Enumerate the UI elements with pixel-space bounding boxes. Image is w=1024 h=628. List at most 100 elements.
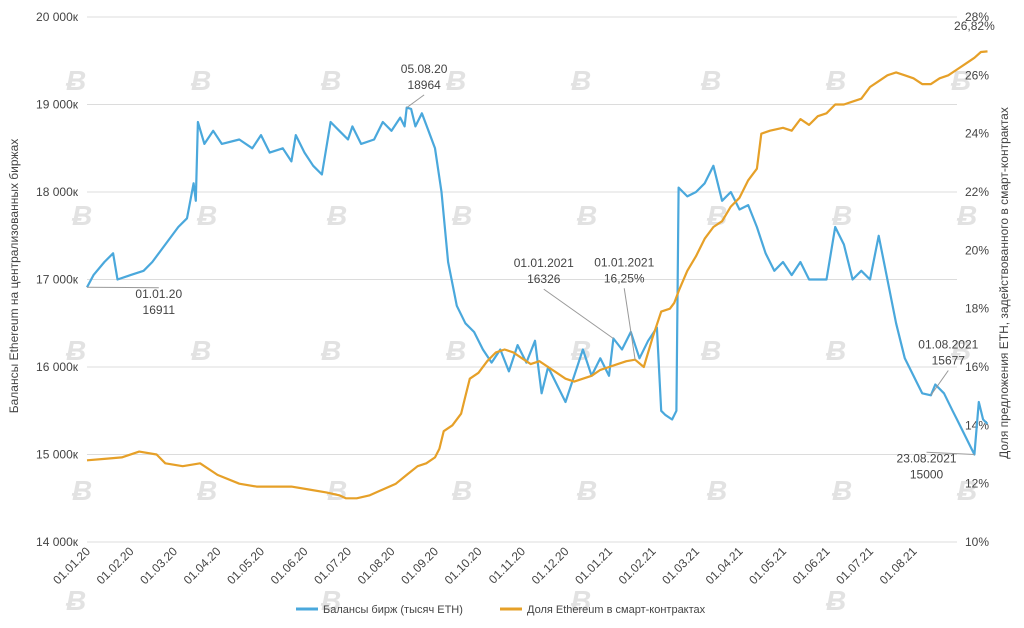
watermark-glyph: Ƀ [700, 65, 721, 96]
y-left-tick-label: 18 000к [36, 185, 79, 199]
watermark-glyph: Ƀ [326, 200, 347, 231]
watermark-glyph: Ƀ [190, 335, 211, 366]
x-tick-label: 01.01.21 [572, 544, 615, 587]
y-right-tick-label: 24% [965, 127, 989, 141]
watermark-glyph: Ƀ [65, 585, 86, 616]
x-tick-label: 01.07.20 [311, 544, 354, 587]
legend: Балансы бирж (тысяч ETH) Доля Ethereum в… [296, 604, 706, 616]
x-tick-label: 01.02.21 [616, 544, 659, 587]
legend-label-exchange: Балансы бирж (тысяч ETH) [323, 604, 463, 616]
annotation-label: 16326 [527, 272, 561, 286]
y-left-tick-label: 17 000к [36, 273, 79, 287]
watermark-glyph: Ƀ [451, 200, 472, 231]
annotations: 01.01.20 16911 05.08.20 18964 01.01.2021 1632… [86, 19, 995, 481]
y-axis-left-title: Балансы Ethereum на централизованных бир… [7, 139, 21, 414]
x-tick-label: 01.09.20 [398, 544, 441, 587]
watermark-glyph: Ƀ [950, 65, 971, 96]
watermark-glyph: Ƀ [570, 65, 591, 96]
x-axis: 01.01.20 01.02.20 01.03.20 01.04.20 01.05.20… [50, 544, 920, 587]
x-tick-label: 01.05.21 [746, 544, 789, 587]
annotation-leader [930, 370, 949, 396]
watermark-glyph: Ƀ [576, 200, 597, 231]
legend-label-contracts: Доля Ethereum в смарт-контрактах [527, 604, 706, 616]
x-tick-label: 01.03.20 [137, 544, 180, 587]
watermark-glyph: Ƀ [950, 335, 971, 366]
y-left-tick-label: 19 000к [36, 98, 79, 112]
x-tick-label: 01.06.20 [268, 544, 311, 587]
x-tick-label: 01.03.21 [659, 544, 702, 587]
x-tick-label: 01.10.20 [442, 544, 485, 587]
annotation-label: 01.08.2021 [918, 338, 978, 352]
watermark-glyph: Ƀ [196, 200, 217, 231]
annotation-label: 01.01.2021 [514, 256, 574, 270]
watermark-glyph: Ƀ [451, 475, 472, 506]
watermark-glyph: Ƀ [706, 200, 727, 231]
y-right-tick-label: 10% [965, 535, 989, 549]
y-right-tick-label: 22% [965, 185, 989, 199]
series-group [86, 50, 989, 500]
annotation-leader [623, 288, 636, 360]
watermark-glyph: Ƀ [190, 65, 211, 96]
watermark-group: Ƀ Ƀ Ƀ Ƀ Ƀ Ƀ Ƀ Ƀ Ƀ Ƀ Ƀ Ƀ Ƀ Ƀ Ƀ Ƀ Ƀ Ƀ Ƀ Ƀ Ƀ Ƀ Ƀ Ƀ Ƀ Ƀ Ƀ Ƀ Ƀ Ƀ Ƀ Ƀ Ƀ Ƀ Ƀ Ƀ [65, 65, 977, 616]
watermark-glyph: Ƀ [831, 475, 852, 506]
annotation-label: 16911 [143, 303, 176, 317]
watermark-glyph: Ƀ [71, 200, 92, 231]
annotation-label: 05.08.20 [401, 62, 448, 76]
y-left-tick-label: 14 000к [36, 535, 79, 549]
y-left-tick-label: 20 000к [36, 10, 79, 24]
y-axis-left: 14 000к 15 000к 16 000к 17 000к 18 000к 19 00… [36, 10, 79, 549]
annotation-label: 01.01.2021 [594, 255, 654, 269]
y-right-tick-label: 28% [965, 10, 989, 24]
annotation-label: 15000 [910, 467, 944, 481]
watermark-glyph: Ƀ [570, 585, 591, 616]
watermark-glyph: Ƀ [825, 65, 846, 96]
annotation-label: 15677 [932, 354, 966, 368]
y-right-tick-label: 26% [965, 68, 989, 82]
watermark-glyph: Ƀ [825, 335, 846, 366]
x-tick-label: 01.04.20 [181, 544, 224, 587]
x-tick-label: 01.02.20 [94, 544, 137, 587]
watermark-glyph: Ƀ [320, 335, 341, 366]
watermark-glyph: Ƀ [196, 475, 217, 506]
y-left-tick-label: 16 000к [36, 360, 79, 374]
x-tick-label: 01.12.20 [529, 544, 572, 587]
watermark-glyph: Ƀ [570, 335, 591, 366]
watermark-glyph: Ƀ [445, 65, 466, 96]
x-tick-label: 01.07.21 [833, 544, 876, 587]
x-tick-label: 01.11.20 [486, 544, 529, 587]
watermark-glyph: Ƀ [445, 335, 466, 366]
watermark-glyph: Ƀ [956, 200, 977, 231]
y-right-tick-label: 12% [965, 477, 989, 491]
y-right-tick-label: 20% [965, 243, 989, 257]
annotation-label: 16,25% [604, 271, 645, 285]
annotation-label: 18964 [407, 78, 441, 92]
x-tick-label: 01.01.20 [50, 544, 93, 587]
y-right-tick-label: 16% [965, 360, 989, 374]
x-tick-label: 01.08.21 [877, 544, 920, 587]
watermark-glyph: Ƀ [65, 65, 86, 96]
annotation-label: 26,82% [954, 19, 995, 33]
watermark-glyph: Ƀ [956, 475, 977, 506]
watermark-glyph: Ƀ [706, 475, 727, 506]
watermark-glyph: Ƀ [320, 585, 341, 616]
x-tick-label: 01.06.21 [790, 544, 833, 587]
watermark-glyph: Ƀ [326, 475, 347, 506]
annotation-leader [406, 94, 425, 109]
watermark-glyph: Ƀ [576, 475, 597, 506]
annotation-leader [926, 451, 975, 455]
y-left-tick-label: 15 000к [36, 448, 79, 462]
annotation-leader [543, 288, 614, 339]
annotation-label: 01.01.20 [135, 287, 182, 301]
series-line-smart-contracts [86, 50, 988, 500]
x-tick-label: 01.05.20 [224, 544, 267, 587]
y-axis-right: 10%12%14%16%18%20%22%24%26%28% [965, 10, 989, 549]
watermark-glyph: Ƀ [831, 200, 852, 231]
y-axis-right-title: Доля предложения ETH, задействованного в… [997, 107, 1011, 459]
watermark-glyph: Ƀ [71, 475, 92, 506]
x-tick-label: 01.04.21 [703, 544, 746, 587]
watermark-glyph: Ƀ [65, 335, 86, 366]
x-tick-label: 01.08.20 [355, 544, 398, 587]
y-right-tick-label: 18% [965, 302, 989, 316]
watermark-glyph: Ƀ [825, 585, 846, 616]
